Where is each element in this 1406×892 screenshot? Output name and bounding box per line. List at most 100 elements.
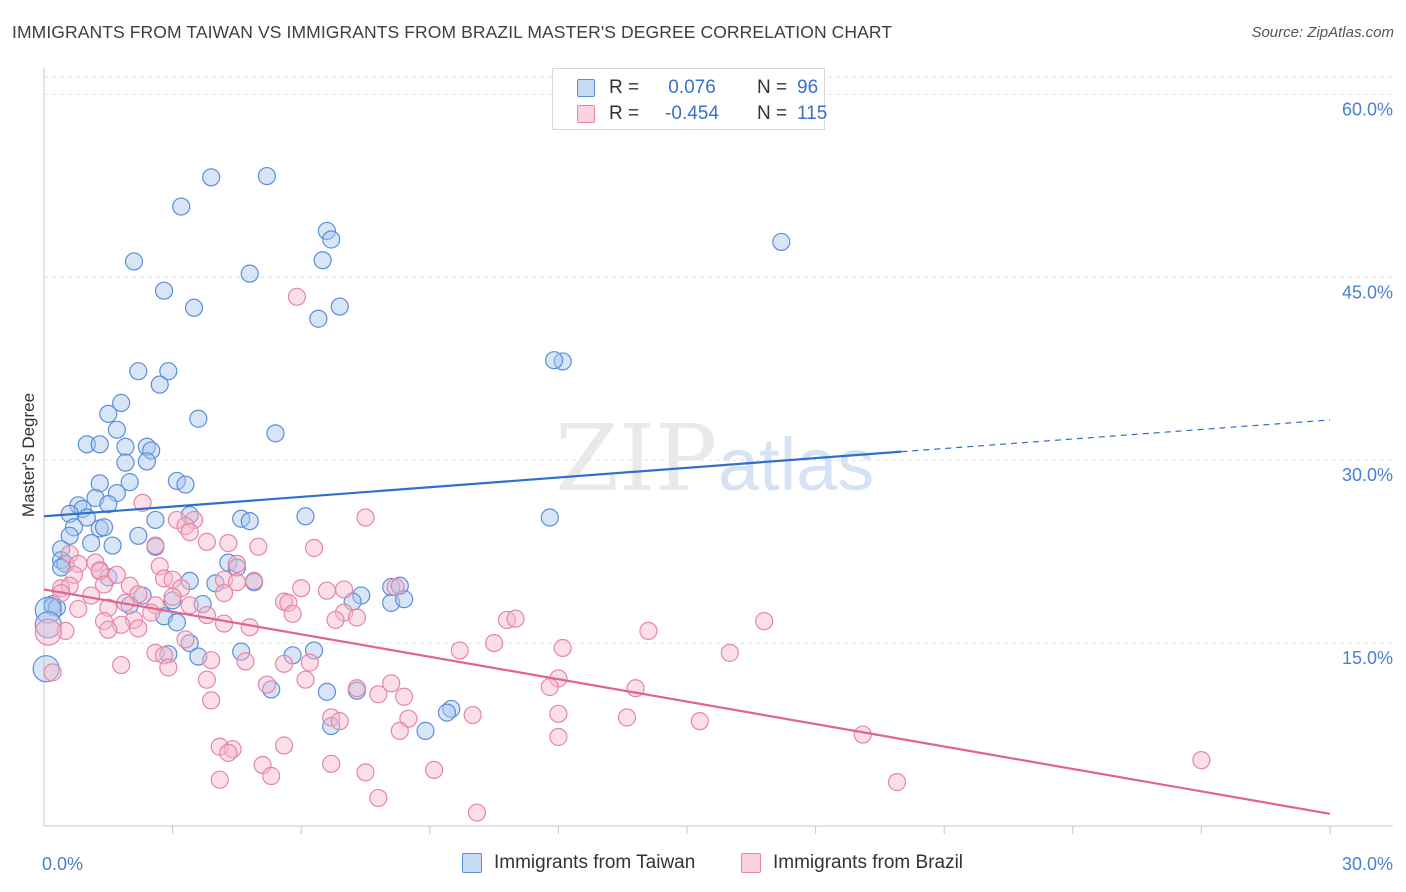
taiwan-point-28 <box>116 453 135 472</box>
y-tick-label-2: 45.0% <box>1342 282 1393 302</box>
brazil-trend-line <box>43 588 1331 815</box>
brazil-point-84 <box>347 679 367 698</box>
taiwan-point-32 <box>90 474 109 493</box>
taiwan-point-33 <box>120 473 139 492</box>
brazil-point-60 <box>99 620 118 639</box>
brazil-point-72 <box>300 653 319 672</box>
brazil-point-50 <box>347 608 367 627</box>
brazil-point-83 <box>257 675 277 694</box>
taiwan-point-93 <box>32 655 60 683</box>
taiwan-point-44 <box>240 512 259 531</box>
taiwan-point-10 <box>184 298 204 317</box>
taiwan-n-label: N = <box>757 77 788 98</box>
taiwan-point-20 <box>189 409 208 428</box>
brazil-point-85 <box>369 685 388 704</box>
brazil-point-30 <box>227 573 246 592</box>
y-tick-label-3: 60.0% <box>1342 99 1393 119</box>
brazil-point-73 <box>274 654 294 673</box>
brazil-point-77 <box>43 663 62 682</box>
brazil-r-value: -0.454 <box>665 103 719 124</box>
series-brazil-points <box>34 287 1211 822</box>
brazil-point-110 <box>369 788 388 808</box>
taiwan-point-18 <box>112 393 131 412</box>
y-tick-label-1: 30.0% <box>1342 465 1393 485</box>
brazil-point-96 <box>853 725 872 744</box>
brazil-point-51 <box>94 612 114 631</box>
brazil-point-61 <box>129 619 148 638</box>
legend-taiwan-swatch <box>462 853 482 873</box>
brazil-point-24 <box>244 571 264 591</box>
brazil-point-45 <box>99 598 118 617</box>
brazil-point-54 <box>214 614 234 633</box>
brazil-point-79 <box>296 670 315 689</box>
brazil-point-40 <box>279 593 298 612</box>
brazil-point-55 <box>326 610 345 630</box>
brazil-point-74 <box>159 658 178 677</box>
taiwan-point-14 <box>545 351 564 370</box>
taiwan-point-51 <box>129 526 148 545</box>
brazil-point-37 <box>163 587 182 606</box>
brazil-point-109 <box>1192 751 1211 770</box>
y-axis-title: Master's Degree <box>19 393 38 517</box>
taiwan-point-7 <box>240 264 259 283</box>
taiwan-point-9 <box>154 281 174 300</box>
taiwan-point-19 <box>99 404 118 423</box>
brazil-point-19 <box>64 565 84 584</box>
taiwan-point-23 <box>77 435 96 454</box>
taiwan-point-81 <box>232 642 251 661</box>
taiwan-point-11 <box>330 297 349 316</box>
taiwan-point-12 <box>309 309 328 328</box>
legend-brazil-label: Immigrants from Brazil <box>773 852 964 873</box>
brazil-point-108 <box>887 773 907 792</box>
trend-lines <box>43 419 1331 815</box>
taiwan-r-label: R = <box>609 77 640 98</box>
brazil-point-1 <box>133 493 152 512</box>
brazil-point-87 <box>202 691 221 710</box>
taiwan-point-45 <box>296 507 315 526</box>
taiwan-trend-extension <box>901 419 1331 453</box>
brazil-point-32 <box>317 581 337 600</box>
y-tick-label-0: 15.0% <box>1342 648 1393 668</box>
brazil-point-2 <box>356 508 375 527</box>
taiwan-point-17 <box>150 375 169 394</box>
brazil-n-value: 115 <box>797 103 828 124</box>
taiwan-point-0 <box>202 168 221 187</box>
brazil-point-106 <box>262 766 281 786</box>
taiwan-point-29 <box>137 452 156 471</box>
brazil-point-90 <box>463 705 482 725</box>
brazil-point-17 <box>227 554 246 573</box>
brazil-point-78 <box>197 670 216 689</box>
brazil-point-80 <box>382 674 401 693</box>
brazil-point-86 <box>540 677 559 697</box>
brazil-point-113 <box>34 618 62 646</box>
brazil-r-label: R = <box>609 103 640 124</box>
brazil-point-105 <box>356 763 375 782</box>
brazil-point-101 <box>219 743 238 762</box>
brazil-point-7 <box>197 532 216 551</box>
brazil-point-31 <box>292 579 311 598</box>
taiwan-point-1 <box>257 166 277 186</box>
taiwan-point-49 <box>94 518 114 537</box>
brazil-point-66 <box>485 633 504 653</box>
taiwan-r-value: 0.076 <box>668 77 716 98</box>
brazil-point-75 <box>202 651 221 670</box>
brazil-swatch <box>577 105 595 123</box>
brazil-point-57 <box>506 609 525 628</box>
brazil-point-58 <box>755 612 774 631</box>
taiwan-point-22 <box>266 424 285 443</box>
axes <box>43 68 1393 834</box>
tick-labels: 15.0% 30.0% 45.0% 60.0% 0.0% 30.0% <box>42 99 1393 874</box>
taiwan-point-8 <box>313 251 332 270</box>
brazil-point-64 <box>176 630 195 649</box>
taiwan-point-27 <box>142 441 161 460</box>
x-tick-label-0: 0.0% <box>42 854 83 874</box>
brazil-point-34 <box>386 577 405 597</box>
brazil-point-38 <box>214 584 234 603</box>
brazil-point-103 <box>322 754 341 773</box>
brazil-point-68 <box>720 643 739 662</box>
brazil-point-15 <box>86 553 105 572</box>
taiwan-point-47 <box>64 518 84 537</box>
brazil-point-97 <box>549 727 568 747</box>
brazil-point-89 <box>549 704 568 723</box>
